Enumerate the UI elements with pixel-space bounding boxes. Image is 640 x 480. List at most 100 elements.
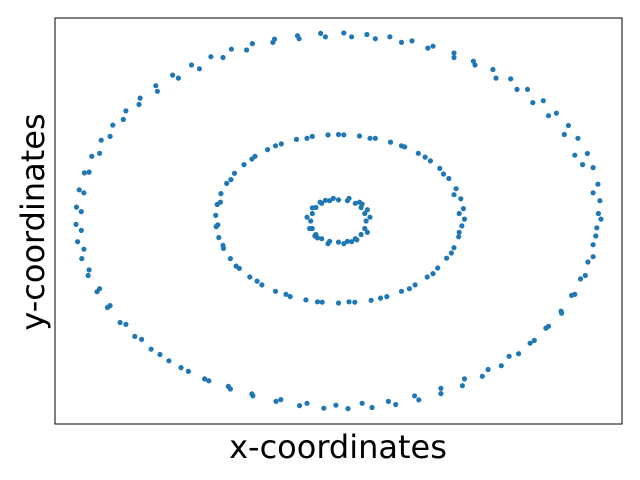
scatter-point-outer	[553, 110, 560, 116]
scatter-point-inner	[352, 200, 358, 206]
scatter-point-inner	[322, 197, 328, 203]
scatter-point-middle	[398, 288, 405, 294]
scatter-point-outer	[86, 267, 92, 273]
scatter-point-outer	[598, 216, 604, 222]
scatter-point-outer	[73, 204, 80, 210]
scatter-point-outer	[85, 272, 91, 279]
scatter-point-middle	[424, 274, 430, 280]
scatter-point-inner	[349, 239, 355, 245]
scatter-point-outer	[412, 393, 418, 399]
scatter-point-inner	[346, 195, 352, 201]
scatter-point-middle	[215, 222, 221, 228]
scatter-point-middle	[228, 177, 234, 183]
scatter-point-outer	[170, 72, 176, 78]
scatter-point-inner	[330, 195, 336, 201]
scatter-point-outer	[196, 66, 202, 72]
scatter-point-outer	[79, 256, 85, 262]
scatter-point-middle	[309, 133, 315, 139]
scatter-point-middle	[283, 291, 289, 297]
scatter-point-outer	[545, 113, 552, 119]
scatter-point-middle	[368, 297, 374, 303]
scatter-point-middle	[440, 171, 447, 177]
scatter-point-middle	[213, 212, 219, 218]
scatter-point-outer	[123, 108, 129, 114]
scatter-point-middle	[398, 143, 405, 149]
scatter-point-middle	[272, 288, 279, 294]
scatter-point-outer	[206, 378, 212, 384]
scatter-point-outer	[387, 34, 393, 40]
scatter-point-outer	[333, 402, 339, 408]
scatter-point-middle	[427, 158, 433, 164]
scatter-point-outer	[493, 75, 499, 81]
scatter-point-outer	[175, 75, 181, 81]
scatter-point-middle	[325, 132, 331, 138]
scatter-point-outer	[249, 391, 255, 397]
scatter-point-outer	[107, 303, 113, 309]
scatter-point-outer	[597, 198, 603, 204]
scatter-point-middle	[367, 135, 373, 141]
scatter-point-inner	[308, 218, 314, 224]
scatter-point-outer	[584, 150, 591, 157]
scatter-point-middle	[278, 141, 284, 147]
scatter-point-outer	[561, 131, 567, 138]
scatter-point-inner	[304, 214, 310, 220]
scatter-point-outer	[78, 209, 84, 215]
scatter-point-outer	[364, 31, 370, 38]
scatter-point-outer	[514, 86, 520, 92]
scatter-point-outer	[153, 83, 159, 89]
scatter-point-inner	[364, 229, 370, 235]
scatter-point-middle	[415, 150, 421, 156]
scatter-point-middle	[377, 295, 384, 301]
scatter-point-outer	[524, 86, 531, 92]
scatter-point-outer	[559, 310, 565, 316]
scatter-point-middle	[293, 136, 300, 142]
scatter-point-inner	[359, 201, 365, 207]
scatter-point-outer	[590, 242, 596, 248]
scatter-point-middle	[216, 234, 222, 241]
scatter-point-outer	[120, 116, 126, 123]
scatter-point-outer	[590, 254, 596, 260]
scatter-point-middle	[458, 196, 464, 202]
scatter-point-outer	[595, 210, 602, 217]
scatter-point-inner	[335, 239, 342, 245]
x-axis-label: x-coordinates	[229, 428, 447, 466]
scatter-point-outer	[595, 181, 601, 187]
scatter-point-middle	[437, 165, 443, 171]
scatter-point-middle	[314, 299, 321, 305]
scatter-point-middle	[304, 135, 310, 141]
scatter-point-outer	[345, 406, 351, 412]
scatter-point-middle	[446, 175, 452, 182]
scatter-point-outer	[89, 153, 95, 159]
scatter-point-outer	[506, 353, 512, 359]
scatter-point-outer	[73, 221, 79, 227]
scatter-point-middle	[233, 263, 239, 269]
scatter-point-inner	[307, 225, 313, 232]
scatter-point-middle	[231, 170, 238, 176]
scatter-point-outer	[472, 62, 478, 68]
scatter-point-outer	[409, 38, 415, 44]
scatter-point-outer	[270, 39, 276, 46]
scatter-point-outer	[157, 351, 163, 358]
scatter-point-outer	[516, 351, 522, 357]
scatter-point-outer	[398, 39, 405, 46]
scatter-point-outer	[585, 259, 591, 265]
scatter-point-outer	[438, 391, 444, 397]
scatter-point-outer	[416, 397, 422, 403]
scatter-point-outer	[97, 150, 103, 156]
scatter-point-middle	[247, 274, 253, 280]
scatter-point-middle	[303, 297, 309, 303]
scatter-point-outer	[372, 36, 378, 42]
scatter-point-middle	[456, 210, 462, 217]
scatter-point-inner	[362, 225, 368, 232]
scatter-point-outer	[97, 286, 103, 292]
scatter-point-middle	[384, 294, 390, 300]
scatter-point-outer	[498, 363, 504, 369]
scatter-point-outer	[81, 190, 87, 196]
y-axis-label: y-coordinates	[14, 113, 52, 330]
scatter-point-outer	[139, 336, 145, 342]
scatter-point-inner	[335, 197, 342, 203]
scatter-point-middle	[227, 256, 233, 262]
scatter-point-middle	[453, 186, 459, 192]
scatter-point-middle	[451, 245, 457, 251]
scatter-point-inner	[354, 237, 360, 243]
